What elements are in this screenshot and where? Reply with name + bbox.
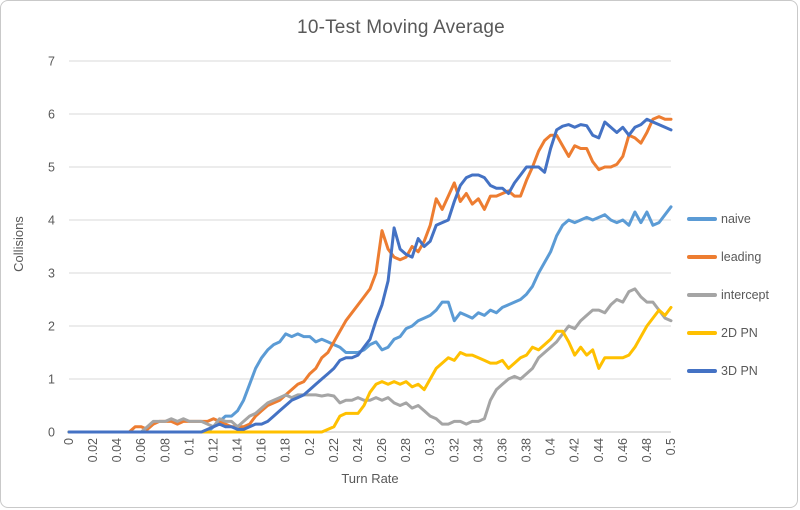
x-tick-label: 0.38 — [520, 438, 534, 462]
legend-item-3d-pn: 3D PN — [687, 352, 769, 390]
y-tick-label: 0 — [48, 426, 55, 440]
y-axis-title: Collisions — [11, 216, 26, 272]
legend-label: 3D PN — [721, 364, 758, 378]
x-axis-title: Turn Rate — [341, 471, 399, 486]
legend-item-naive: naive — [687, 200, 769, 238]
legend: naive leading intercept 2D PN 3D PN — [687, 200, 769, 390]
y-tick-label: 4 — [48, 214, 55, 228]
x-tick-label: 0.06 — [134, 438, 148, 462]
x-tick-label: 0.24 — [351, 438, 365, 462]
legend-item-leading: leading — [687, 238, 769, 276]
series-line-intercept — [67, 287, 673, 434]
x-tick-label: 0 — [62, 438, 76, 445]
series-line-leading — [67, 115, 673, 434]
legend-item-2d-pn: 2D PN — [687, 314, 769, 352]
legend-swatch — [687, 255, 717, 259]
x-tick-label: 0.46 — [616, 438, 630, 462]
x-tick-label: 0.2 — [303, 438, 317, 455]
x-tick-label: 0.4 — [544, 438, 558, 455]
y-tick-label: 3 — [48, 267, 55, 281]
legend-label: intercept — [721, 288, 769, 302]
x-tick-label: 0.3 — [423, 438, 437, 455]
y-tick-label: 1 — [48, 373, 55, 387]
x-tick-label: 0.08 — [158, 438, 172, 462]
y-tick-label: 2 — [48, 320, 55, 334]
x-tick-label: 0.04 — [110, 438, 124, 462]
x-tick-label: 0.34 — [471, 438, 485, 462]
x-tick-label: 0.5 — [664, 438, 678, 455]
legend-swatch — [687, 331, 717, 335]
y-tick-label: 5 — [48, 161, 55, 175]
x-tick-label: 0.18 — [279, 438, 293, 462]
legend-item-intercept: intercept — [687, 276, 769, 314]
legend-label: naive — [721, 212, 751, 226]
chart-title: 10-Test Moving Average — [297, 17, 505, 38]
x-tick-label: 0.14 — [231, 438, 245, 462]
x-tick-label: 0.28 — [399, 438, 413, 462]
legend-label: leading — [721, 250, 762, 264]
x-tick-label: 0.42 — [568, 438, 582, 462]
x-tick-label: 0.12 — [206, 438, 220, 462]
y-tick-label: 7 — [48, 55, 55, 69]
legend-swatch — [687, 369, 717, 373]
x-tick-label: 0.36 — [495, 438, 509, 462]
x-tick-label: 0.44 — [592, 438, 606, 462]
x-tick-label: 0.1 — [182, 438, 196, 455]
x-tick-label: 0.16 — [255, 438, 269, 462]
x-tick-label: 0.32 — [447, 438, 461, 462]
legend-label: 2D PN — [721, 326, 758, 340]
x-tick-label: 0.02 — [86, 438, 100, 462]
legend-swatch — [687, 217, 717, 221]
series-line-3d-pn — [67, 117, 673, 434]
y-tick-label: 6 — [48, 108, 55, 122]
x-tick-label: 0.22 — [327, 438, 341, 462]
x-tick-label: 0.26 — [375, 438, 389, 462]
x-tick-label: 0.48 — [640, 438, 654, 462]
legend-swatch — [687, 293, 717, 297]
